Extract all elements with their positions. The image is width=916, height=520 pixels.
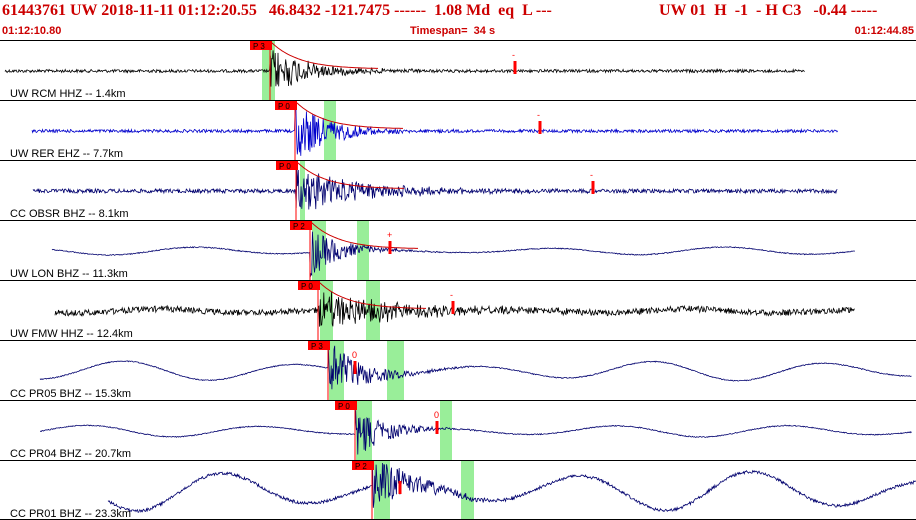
pick-window — [440, 401, 452, 460]
pick-flag — [352, 461, 374, 470]
pick-flag — [275, 101, 297, 110]
event-summary: 61443761 UW 2018-11-11 01:12:20.55 46.84… — [2, 2, 552, 19]
amplitude-marker-label: 0 — [434, 410, 439, 420]
pick-window — [300, 161, 305, 220]
channel-label: CC OBSR BHZ -- 8.1km — [10, 208, 129, 220]
pick-flag — [298, 281, 320, 290]
waveform-trace — [4, 50, 805, 87]
amplitude-marker-label: + — [387, 230, 392, 240]
channel-label: UW LON BHZ -- 11.3km — [10, 268, 128, 280]
amplitude-marker — [398, 481, 402, 494]
trace-panel[interactable]: P 0 - UW RER EHZ -- 7.7km — [0, 100, 916, 161]
trace-panel[interactable]: P 0 - CC OBSR BHZ -- 8.1km — [0, 160, 916, 221]
waveform-trace — [39, 345, 912, 390]
amplitude-marker — [388, 241, 392, 254]
coda-curve — [319, 282, 426, 309]
start-time: 01:12:10.80 — [2, 25, 62, 37]
pick-flag-label: P 0 — [279, 162, 291, 171]
pick-flag — [290, 221, 312, 230]
pick-flag — [250, 41, 272, 50]
end-time: 01:12:44.85 — [854, 25, 914, 37]
amplitude-marker — [513, 61, 517, 74]
amplitude-marker-label: 0 — [352, 350, 357, 360]
amplitude-marker — [451, 301, 455, 314]
trace-panel[interactable]: P 3 0 CC PR05 BHZ -- 15.3km — [0, 340, 916, 401]
pick-flag — [308, 341, 330, 350]
trace-panel[interactable]: P 0 0 CC PR04 BHZ -- 20.7km — [0, 400, 916, 461]
channel-info: UW 01 H -1 - H C3 -0.44 ----- — [659, 2, 878, 19]
waveform-trace — [51, 231, 856, 278]
timespan-label: Timespan= 34 s — [410, 25, 496, 37]
amplitude-marker-label: - — [512, 50, 515, 60]
coda-curve — [311, 222, 418, 249]
waveform-trace — [32, 169, 838, 210]
waveform-trace — [54, 291, 855, 327]
waveform-canvas[interactable]: P 3 - UW RCM HHZ -- 1.4km P 0 - UW RER EHZ --… — [0, 40, 916, 520]
pick-flag-label: P 2 — [355, 462, 367, 471]
pick-window — [324, 101, 336, 160]
pick-flag — [276, 161, 298, 170]
amplitude-marker — [353, 361, 357, 374]
event-header: 61443761 UW 2018-11-11 01:12:20.55 46.84… — [0, 0, 916, 40]
channel-label: CC PR04 BHZ -- 20.7km — [10, 448, 131, 460]
pick-window — [461, 461, 474, 520]
coda-curve — [297, 162, 404, 189]
pick-flag-label: P 3 — [311, 342, 323, 351]
amplitude-marker-label: - — [537, 110, 540, 120]
amplitude-marker — [435, 421, 439, 434]
pick-flag-label: P 3 — [253, 42, 265, 51]
amplitude-marker-label: - — [590, 170, 593, 180]
channel-label: CC PR05 BHZ -- 15.3km — [10, 388, 131, 400]
waveform-trace — [39, 410, 912, 455]
pick-window — [262, 41, 275, 100]
channel-label: CC PR01 BHZ -- 23.3km — [10, 508, 131, 520]
amplitude-marker — [591, 181, 595, 194]
trace-panel[interactable]: P 2 + UW LON BHZ -- 11.3km — [0, 220, 916, 281]
waveform-trace — [31, 106, 839, 156]
trace-panel[interactable]: P 2 CC PR01 BHZ -- 23.3km — [0, 460, 916, 520]
pick-flag-label: P 0 — [301, 282, 313, 291]
channel-label: UW RCM HHZ -- 1.4km — [10, 88, 126, 100]
amplitude-marker-label: - — [450, 290, 453, 300]
seismogram-panels[interactable]: P 3 - UW RCM HHZ -- 1.4km P 0 - UW RER EHZ --… — [0, 40, 916, 520]
pick-flag-label: P 2 — [293, 222, 305, 231]
amplitude-marker — [538, 121, 542, 134]
pick-flag-label: P 0 — [338, 402, 350, 411]
pick-window — [320, 281, 333, 340]
pick-window — [357, 221, 369, 280]
channel-label: UW RER EHZ -- 7.7km — [10, 148, 123, 160]
trace-panel[interactable]: P 0 - UW FMW HHZ -- 12.4km — [0, 280, 916, 341]
coda-curve — [271, 42, 378, 69]
channel-label: UW FMW HHZ -- 12.4km — [10, 328, 133, 340]
pick-flag — [335, 401, 357, 410]
pick-flag-label: P 0 — [278, 102, 290, 111]
coda-curve — [296, 102, 403, 129]
waveform-trace — [107, 462, 916, 513]
trace-panel[interactable]: P 3 - UW RCM HHZ -- 1.4km — [0, 40, 916, 101]
